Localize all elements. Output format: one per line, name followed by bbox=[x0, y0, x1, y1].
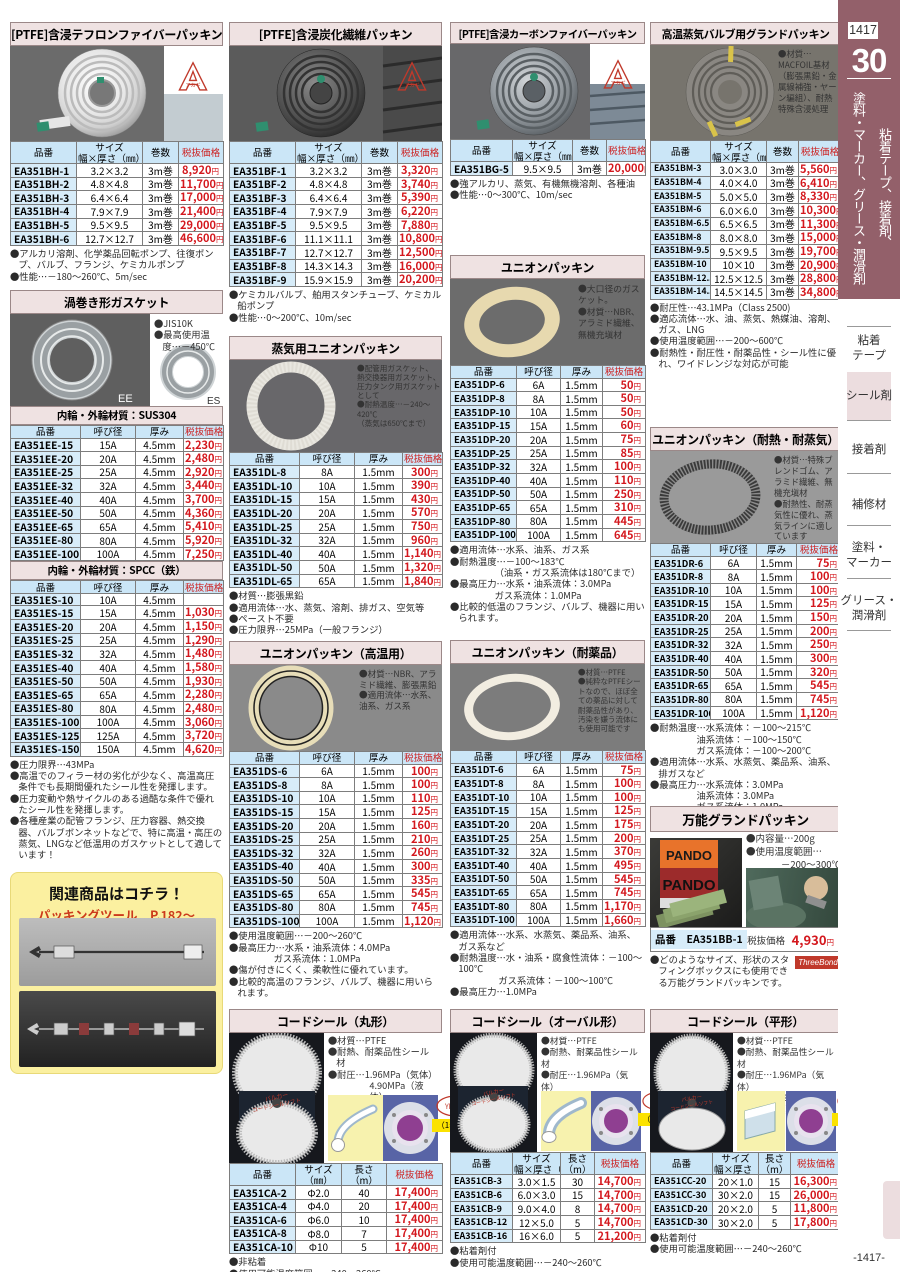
svg-text:アカギ: アカギ bbox=[404, 83, 419, 89]
svg-text:EE: EE bbox=[118, 393, 133, 405]
svg-text:アカギ: アカギ bbox=[610, 81, 625, 87]
svg-text:PANDO: PANDO bbox=[662, 877, 715, 894]
svg-text:アカギ: アカギ bbox=[185, 83, 200, 89]
svg-text:ES: ES bbox=[207, 396, 221, 406]
svg-text:PANDO: PANDO bbox=[666, 848, 712, 863]
